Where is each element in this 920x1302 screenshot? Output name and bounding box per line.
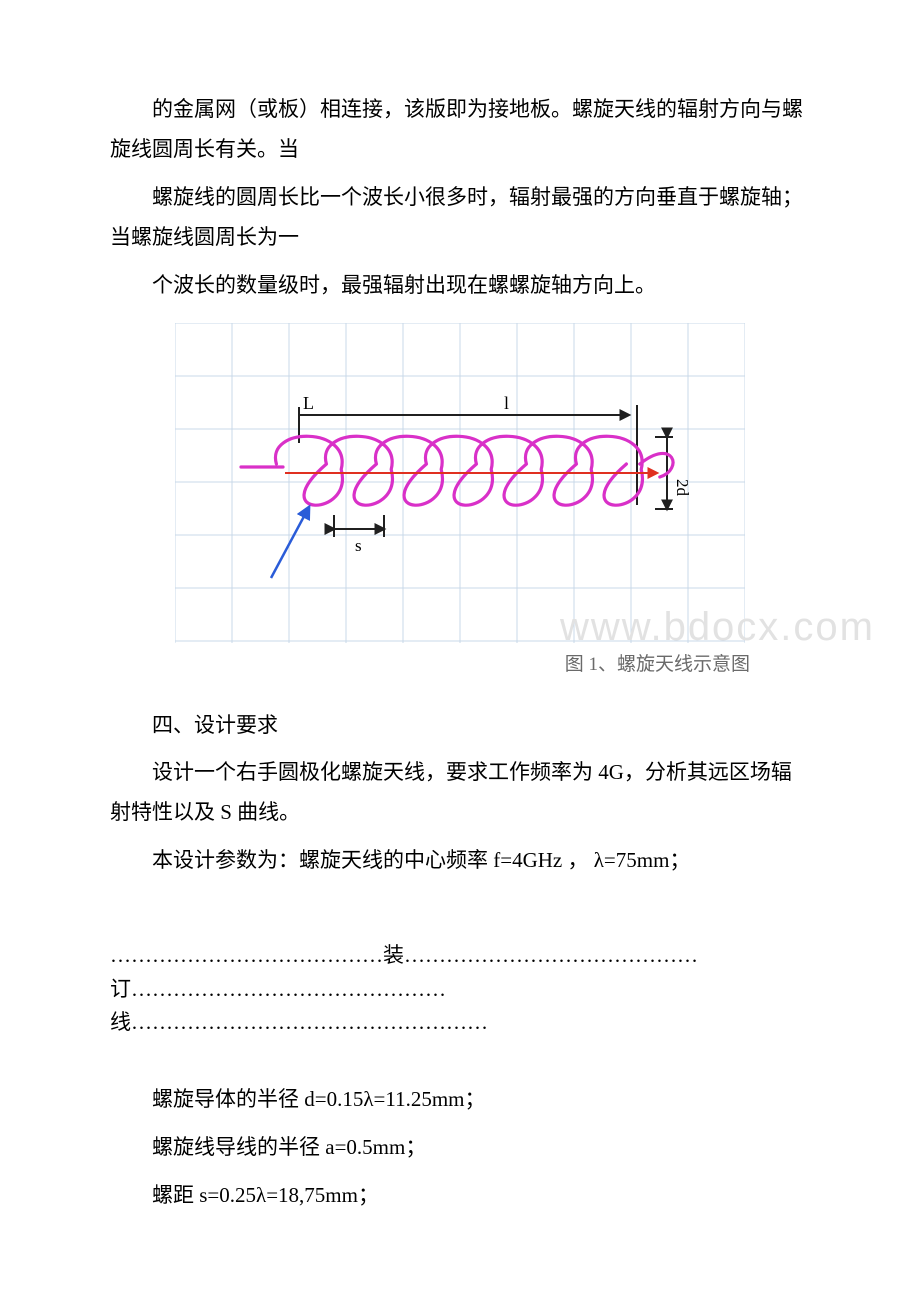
- paragraph-2: 螺旋线的圆周长比一个波长小很多时，辐射最强的方向垂直于螺旋轴；当螺旋线圆周长为一: [110, 178, 810, 258]
- binding-divider: …………………………………装……………………………………订………………………………: [110, 939, 810, 1040]
- svg-text:s: s: [355, 536, 362, 555]
- section-4-body-2: 本设计参数为：螺旋天线的中心频率 f=4GHz ， λ=75mm；: [110, 841, 810, 881]
- figure-caption: 图 1、螺旋天线示意图: [565, 647, 750, 683]
- section-4-title: 四、设计要求: [110, 706, 810, 746]
- param-s: 螺距 s=0.25λ=18,75mm；: [110, 1176, 810, 1216]
- svg-text:2d: 2d: [673, 479, 692, 497]
- paragraph-1: 的金属网（或板）相连接，该版即为接地板。螺旋天线的辐射方向与螺旋线圆周长有关。当: [110, 90, 810, 170]
- svg-text:L: L: [303, 393, 314, 413]
- param-d: 螺旋导体的半径 d=0.15λ=11.25mm；: [110, 1080, 810, 1120]
- helix-diagram: Ll 2d s: [175, 323, 745, 643]
- svg-text:l: l: [504, 393, 509, 413]
- figure-1: Ll2ds www.bdocx.com 图 1、螺旋天线示意图: [110, 323, 810, 683]
- section-4-body-1: 设计一个右手圆极化螺旋天线，要求工作频率为 4G，分析其远区场辐射特性以及 S …: [110, 753, 810, 833]
- paragraph-3: 个波长的数量级时，最强辐射出现在螺螺旋轴方向上。: [110, 266, 810, 306]
- param-a: 螺旋线导线的半径 a=0.5mm；: [110, 1128, 810, 1168]
